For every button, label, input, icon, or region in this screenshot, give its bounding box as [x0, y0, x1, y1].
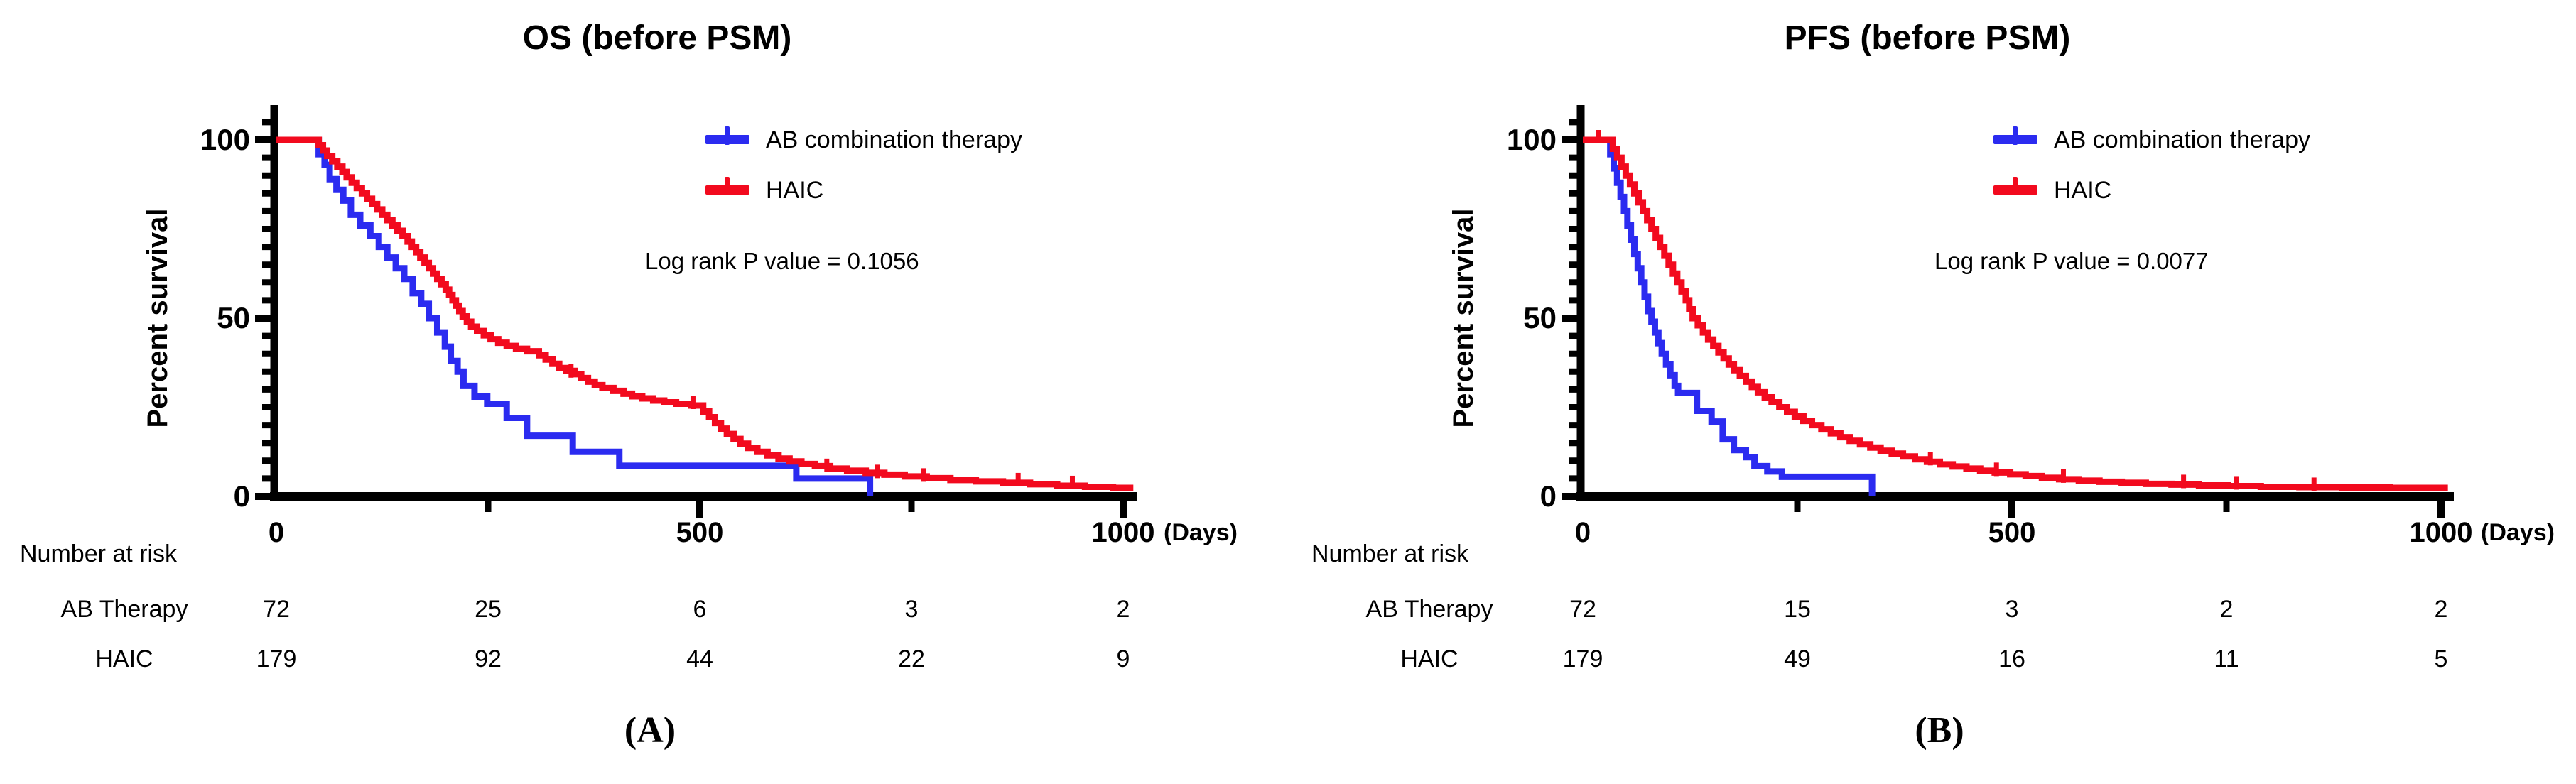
risk-value: 16 — [1998, 646, 2025, 673]
panel-a-risk-row2-label: HAIC — [95, 646, 153, 673]
risk-value: 11 — [2214, 646, 2239, 673]
panel-a-risk-row1-label: AB Therapy — [60, 596, 188, 623]
panel-a-days-unit: (Days) — [1164, 519, 1238, 546]
panel-b-days-unit: (Days) — [2481, 519, 2555, 546]
panel-a-letter: (A) — [624, 710, 676, 751]
risk-value: 9 — [1116, 646, 1130, 673]
panel-a-logrank-pvalue: Log rank P value = 0.1056 — [645, 248, 919, 274]
risk-value: 6 — [693, 596, 707, 623]
risk-value: 22 — [898, 646, 925, 673]
risk-value: 49 — [1784, 646, 1811, 673]
panel-b-letter: (B) — [1915, 710, 1964, 751]
panel-b-xtick-1000: 1000 — [2409, 517, 2473, 548]
legend-censor-tick-haic-b — [2013, 177, 2018, 195]
panel-b-risk-header: Number at risk — [1311, 540, 1469, 567]
panel-a-xtick-0: 0 — [268, 517, 285, 548]
legend-label-haic-a: HAIC — [766, 177, 824, 204]
panel-b-risk-row2-label: HAIC — [1400, 646, 1459, 673]
risk-value: 2 — [2219, 596, 2234, 623]
risk-value: 92 — [475, 646, 502, 673]
legend-censor-tick-haic-a — [725, 177, 730, 195]
risk-value: 179 — [1562, 646, 1603, 673]
risk-value: 2 — [2434, 596, 2448, 623]
panel-b-xtick-0: 0 — [1574, 517, 1591, 548]
panel-a-title: OS (before PSM) — [522, 19, 792, 57]
risk-value: 179 — [256, 646, 297, 673]
panel-b-ytick-100: 100 — [1506, 123, 1557, 156]
panel-b-xtick-500: 500 — [1988, 517, 2036, 548]
panel-b-logrank-pvalue: Log rank P value = 0.0077 — [1934, 248, 2209, 274]
risk-value: 3 — [2005, 596, 2019, 623]
risk-value: 72 — [1569, 596, 1596, 623]
risk-value: 2 — [1116, 596, 1130, 623]
risk-value: 15 — [1784, 596, 1811, 623]
panel-b-title: PFS (before PSM) — [1784, 19, 2071, 57]
risk-value: 25 — [475, 596, 502, 623]
panel-b-risk-row1-label: AB Therapy — [1365, 596, 1493, 623]
risk-value: 72 — [263, 596, 290, 623]
panel-a-xtick-1000: 1000 — [1091, 517, 1155, 548]
legend-label-ab-b: AB combination therapy — [2054, 126, 2310, 153]
legend-label-haic-b: HAIC — [2054, 177, 2112, 204]
legend-label-ab-a: AB combination therapy — [766, 126, 1022, 153]
risk-value: 3 — [904, 596, 919, 623]
panel-b-ytick-0: 0 — [1539, 479, 1557, 513]
risk-value: 5 — [2434, 646, 2448, 673]
legend-censor-tick-ab-b — [2013, 126, 2018, 145]
legend-censor-tick-ab-a — [725, 126, 730, 145]
panel-a-ytick-0: 0 — [233, 479, 250, 513]
risk-value: 44 — [686, 646, 713, 673]
panel-a-risk-header: Number at risk — [20, 540, 178, 567]
panel-a-ytick-100: 100 — [200, 123, 250, 156]
panel-a-xtick-500: 500 — [676, 517, 724, 548]
panel-b-ytick-50: 50 — [1523, 301, 1557, 334]
panel-a-ytick-50: 50 — [217, 301, 250, 334]
